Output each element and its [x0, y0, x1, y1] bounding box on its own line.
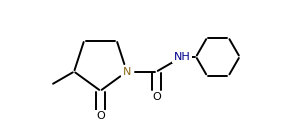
Text: O: O: [152, 92, 161, 102]
Text: O: O: [96, 112, 105, 122]
Text: N: N: [123, 67, 131, 77]
Text: NH: NH: [174, 52, 191, 62]
